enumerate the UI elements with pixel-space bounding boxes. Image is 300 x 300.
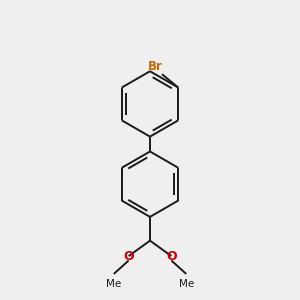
Text: O: O — [123, 250, 134, 262]
Text: Me: Me — [178, 279, 194, 289]
Text: O: O — [166, 250, 177, 262]
Text: Me: Me — [106, 279, 122, 289]
Text: Br: Br — [148, 60, 163, 73]
